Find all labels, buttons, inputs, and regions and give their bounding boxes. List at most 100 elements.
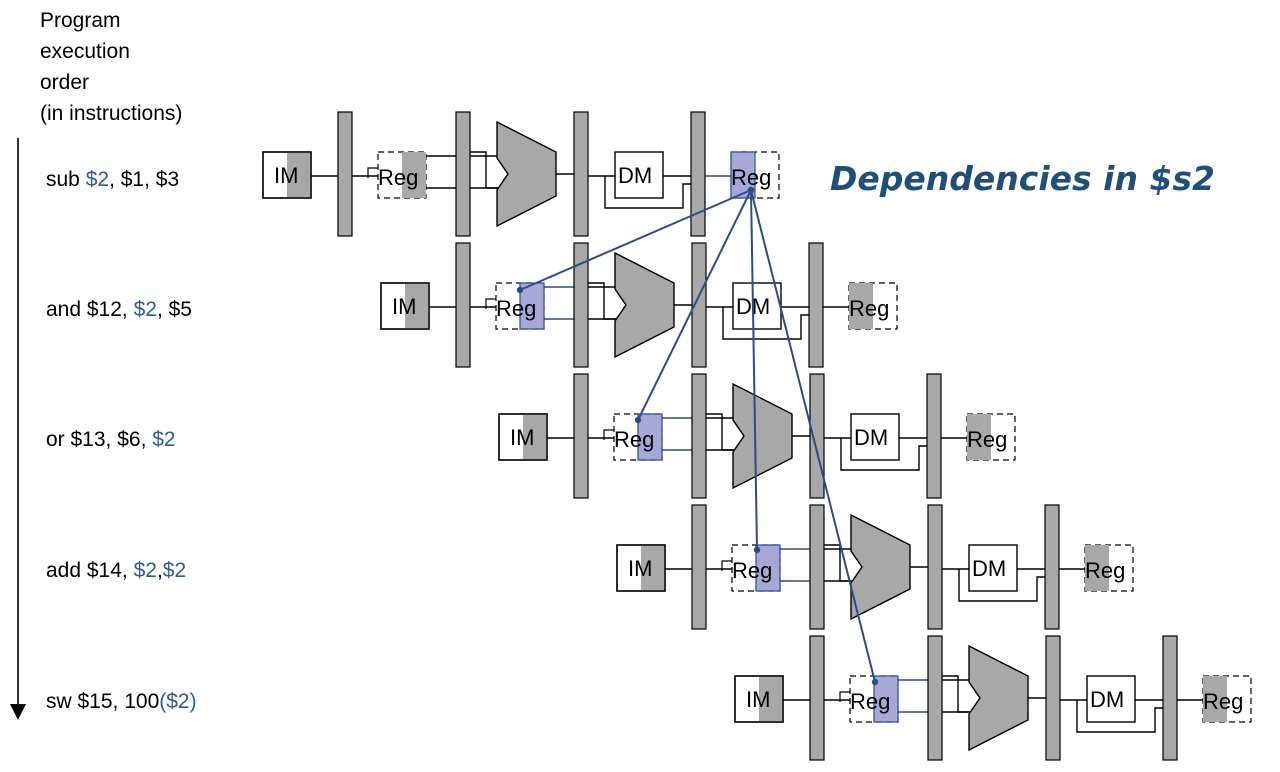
im-label: IM	[746, 687, 770, 712]
reg-read-shade	[402, 152, 426, 198]
alu-shape	[496, 120, 557, 228]
reg-read-label: Reg	[732, 558, 772, 583]
wire	[603, 429, 614, 440]
dependency-source-dot	[747, 186, 755, 194]
reg-write-label: Reg	[849, 296, 889, 321]
pipeline-register-bar	[809, 504, 825, 630]
instruction-text: add $14,	[46, 559, 134, 582]
alu-shape	[614, 251, 675, 359]
instruction-text: , $1, $3	[109, 168, 179, 191]
dependency-dot	[753, 546, 761, 554]
im-shade	[287, 152, 311, 198]
alu-shape	[732, 382, 793, 490]
alu-shape	[968, 644, 1029, 752]
wire	[1076, 700, 1163, 733]
dependency-dot	[516, 286, 524, 294]
instruction-label: sub $2, $1, $3	[46, 168, 179, 191]
dm-label: DM	[1090, 687, 1124, 712]
wire	[942, 675, 972, 713]
dm-box	[732, 282, 782, 330]
im-border	[380, 282, 430, 330]
im-border	[734, 675, 784, 723]
instruction-text: sub	[46, 168, 86, 191]
reg-write-shade	[1203, 676, 1227, 722]
im-shade	[759, 676, 783, 722]
dm-label: DM	[972, 556, 1006, 581]
im-border	[262, 151, 312, 199]
instruction-text: sw $15, 100	[46, 690, 159, 713]
dm-box	[1086, 675, 1136, 723]
reg-write-label: Reg	[967, 427, 1007, 452]
reg-write-label: Reg	[731, 165, 771, 190]
instruction-text: , $5	[157, 298, 192, 321]
dependency-line	[750, 189, 876, 683]
pipeline-register-bar	[573, 111, 589, 237]
dependency-line	[750, 189, 758, 551]
reg-write-shade	[967, 414, 991, 460]
pipeline-register-bar	[573, 373, 589, 499]
im-label: IM	[392, 294, 416, 319]
register-highlight: $2	[163, 559, 186, 582]
dm-label: DM	[854, 425, 888, 450]
im-label: IM	[274, 163, 298, 188]
im-shade	[405, 283, 429, 329]
pipeline-register-bar	[1044, 504, 1060, 630]
instruction-label: add $14, $2,$2	[46, 559, 186, 582]
wire	[722, 307, 809, 340]
pipeline-register-bar	[926, 373, 942, 499]
reg-read-label: Reg	[850, 689, 890, 714]
axis-label-line: (in instructions)	[40, 102, 182, 125]
im-shade	[523, 414, 547, 460]
instruction-text: ,	[157, 559, 163, 582]
pipeline-register-bar	[455, 242, 471, 368]
instruction-label: and $12, $2, $5	[46, 298, 192, 321]
register-highlight: ($2)	[159, 690, 196, 713]
pipeline-register-bar	[927, 504, 943, 630]
wire	[721, 560, 732, 571]
pipeline-register-bar	[1045, 635, 1061, 761]
reg-read-label: Reg	[614, 427, 654, 452]
wire	[604, 176, 691, 209]
pipeline-register-bar	[927, 635, 943, 761]
register-highlight: $2	[134, 559, 157, 582]
wire	[839, 691, 850, 702]
register-highlight: $2	[134, 298, 157, 321]
pipeline-register-bar	[691, 373, 707, 499]
dependencies-title: Dependencies in $s2	[830, 159, 1215, 198]
reg-read-shade	[755, 544, 781, 592]
dm-label: DM	[618, 163, 652, 188]
axis-label-line: order	[40, 71, 89, 94]
axis-label-line: Program	[40, 9, 121, 32]
alu-shape	[850, 513, 911, 621]
register-highlight: $2	[152, 428, 175, 451]
wire	[958, 569, 1045, 602]
im-label: IM	[510, 425, 534, 450]
dependency-line	[519, 189, 752, 291]
wire	[824, 544, 854, 582]
instruction-text: or $13, $6,	[46, 428, 152, 451]
pipeline-register-bar	[573, 242, 589, 368]
pipeline-register-bar	[808, 242, 824, 368]
reg-write-shade	[1085, 545, 1109, 591]
wire	[470, 151, 500, 189]
axis-label-line: execution	[40, 40, 130, 63]
dm-box	[614, 151, 664, 199]
dm-box	[850, 413, 900, 461]
pipeline-row: IM Reg DM Reg	[498, 373, 1016, 499]
dependency-line	[637, 189, 752, 421]
wire	[588, 282, 618, 320]
im-shade	[641, 545, 665, 591]
reg-write-label: Reg	[1085, 558, 1125, 583]
dm-box	[968, 544, 1018, 592]
pipeline-register-bar	[337, 111, 353, 237]
register-highlight: $2	[86, 168, 109, 191]
instruction-text: and $12,	[46, 298, 134, 321]
pipeline-register-bar	[455, 111, 471, 237]
reg-read-shade	[519, 282, 545, 330]
wire	[840, 438, 927, 471]
instruction-label: sw $15, 100($2)	[46, 690, 197, 713]
